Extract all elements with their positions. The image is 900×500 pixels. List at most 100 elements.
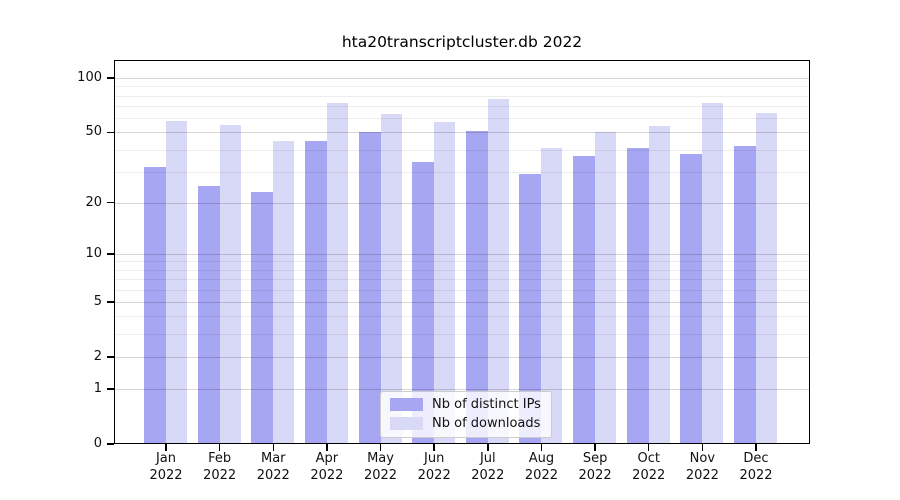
bar-downloads-dec	[756, 113, 777, 444]
x-tick-label-sep: Sep 2022	[563, 451, 627, 484]
x-tick-year: 2022	[417, 467, 451, 483]
x-tick-year: 2022	[310, 467, 344, 483]
x-tick-year: 2022	[149, 467, 183, 483]
y-tick-mark-5	[107, 301, 114, 303]
bar-downloads-feb	[219, 124, 241, 444]
y-tick-mark-2	[107, 356, 114, 358]
bar-downloads-jul	[487, 98, 509, 444]
x-tick-year: 2022	[256, 467, 290, 483]
chart-title: hta20transcriptcluster.db 2022	[341, 33, 583, 51]
bar-downloads-aug	[541, 147, 563, 444]
bar-distinct-ips-jul	[465, 130, 488, 444]
gridline-minor-40	[114, 149, 810, 151]
x-tick-label-jun: Jun 2022	[402, 451, 466, 484]
x-tick-mark-mar	[272, 444, 275, 451]
x-tick-mark-oct	[647, 444, 650, 451]
x-tick-label-oct: Oct 2022	[617, 451, 681, 484]
x-tick-month: Jun	[424, 451, 445, 466]
gridline-minor-9	[114, 261, 810, 263]
x-tick-mark-aug	[540, 444, 543, 451]
y-tick-mark-20	[107, 201, 114, 204]
bar-downloads-nov	[702, 102, 724, 444]
gridline-major-50	[114, 132, 810, 134]
y-tick-label-0: 0	[93, 436, 102, 451]
x-tick-label-may: May 2022	[349, 451, 413, 484]
x-tick-label-jul: Jul 2022	[456, 451, 520, 484]
legend-swatch-downloads	[390, 417, 423, 430]
gridline-minor-8	[114, 269, 810, 271]
y-tick-mark-1	[107, 388, 114, 390]
y-tick-mark-50	[107, 131, 114, 134]
x-tick-month: May	[367, 451, 394, 466]
y-tick-label-20: 20	[85, 194, 102, 210]
bar-downloads-may	[380, 114, 402, 444]
y-tick-label-2: 2	[93, 348, 102, 364]
x-tick-mark-jun	[433, 444, 435, 451]
bar-downloads-sep	[595, 132, 617, 444]
bar-downloads-jan	[166, 120, 187, 444]
x-tick-mark-feb	[218, 444, 221, 451]
gridline-major-5	[114, 301, 810, 303]
bar-distinct-ips-oct	[626, 147, 649, 444]
x-tick-year: 2022	[203, 467, 237, 483]
legend-entry-distinct-ips: Nb of distinct IPs	[390, 397, 541, 412]
x-tick-month: Dec	[743, 451, 769, 466]
bar-downloads-jun	[434, 122, 456, 444]
x-tick-month: Aug	[528, 451, 555, 466]
bar-downloads-mar	[273, 140, 295, 444]
x-tick-mark-dec	[755, 444, 757, 451]
bar-distinct-ips-jan	[144, 166, 166, 444]
x-tick-label-nov: Nov 2022	[670, 451, 734, 484]
legend: Nb of distinct IPs Nb of downloads	[380, 391, 552, 438]
gridline-major-100	[114, 78, 810, 80]
bar-distinct-ips-sep	[573, 155, 596, 444]
x-tick-year: 2022	[739, 467, 773, 483]
x-tick-month: Jan	[155, 451, 177, 466]
gridline-major-2	[114, 356, 810, 358]
x-tick-mark-jul	[487, 444, 489, 451]
bar-distinct-ips-dec	[734, 145, 756, 444]
x-tick-year: 2022	[471, 467, 505, 483]
gridline-minor-4	[114, 316, 810, 318]
gridline-major-20	[114, 202, 810, 204]
gridline-minor-90	[114, 86, 810, 88]
bar-distinct-ips-feb	[197, 185, 220, 444]
bar-distinct-ips-apr	[304, 140, 327, 444]
gridline-major-10	[114, 253, 810, 255]
x-tick-year: 2022	[632, 467, 666, 483]
x-tick-mark-nov	[701, 444, 704, 451]
plot-area	[114, 60, 810, 444]
x-tick-label-aug: Aug 2022	[509, 451, 573, 484]
x-tick-label-dec: Dec 2022	[724, 451, 788, 484]
x-tick-label-mar: Mar 2022	[241, 451, 305, 484]
x-tick-year: 2022	[578, 467, 612, 483]
x-tick-mark-may	[379, 444, 382, 451]
x-tick-month: Feb	[208, 451, 232, 466]
gridline-minor-80	[114, 95, 810, 97]
bar-distinct-ips-aug	[519, 174, 542, 444]
x-tick-year: 2022	[685, 467, 719, 483]
legend-swatch-distinct-ips	[390, 398, 423, 411]
bar-downloads-apr	[326, 102, 348, 444]
y-tick-label-1: 1	[93, 381, 102, 397]
gridline-minor-30	[114, 171, 810, 173]
x-tick-year: 2022	[363, 467, 398, 483]
x-tick-month: Mar	[261, 451, 286, 466]
y-tick-mark-100	[107, 77, 114, 79]
bar-distinct-ips-may	[358, 132, 381, 444]
bar-distinct-ips-nov	[680, 153, 703, 444]
y-tick-label-100: 100	[77, 70, 102, 86]
x-tick-label-jan: Jan 2022	[134, 451, 198, 484]
bar-distinct-ips-jun	[412, 162, 435, 444]
bar-distinct-ips-mar	[251, 192, 274, 444]
x-tick-month: Oct	[637, 451, 660, 466]
y-tick-mark-10	[107, 253, 114, 255]
x-tick-month: Apr	[315, 451, 339, 466]
x-tick-mark-sep	[594, 444, 596, 451]
gridline-minor-3	[114, 334, 810, 336]
x-tick-month: Sep	[582, 451, 608, 466]
x-tick-mark-jan	[165, 444, 167, 451]
bar-downloads-oct	[648, 126, 670, 444]
x-tick-mark-apr	[326, 444, 328, 451]
